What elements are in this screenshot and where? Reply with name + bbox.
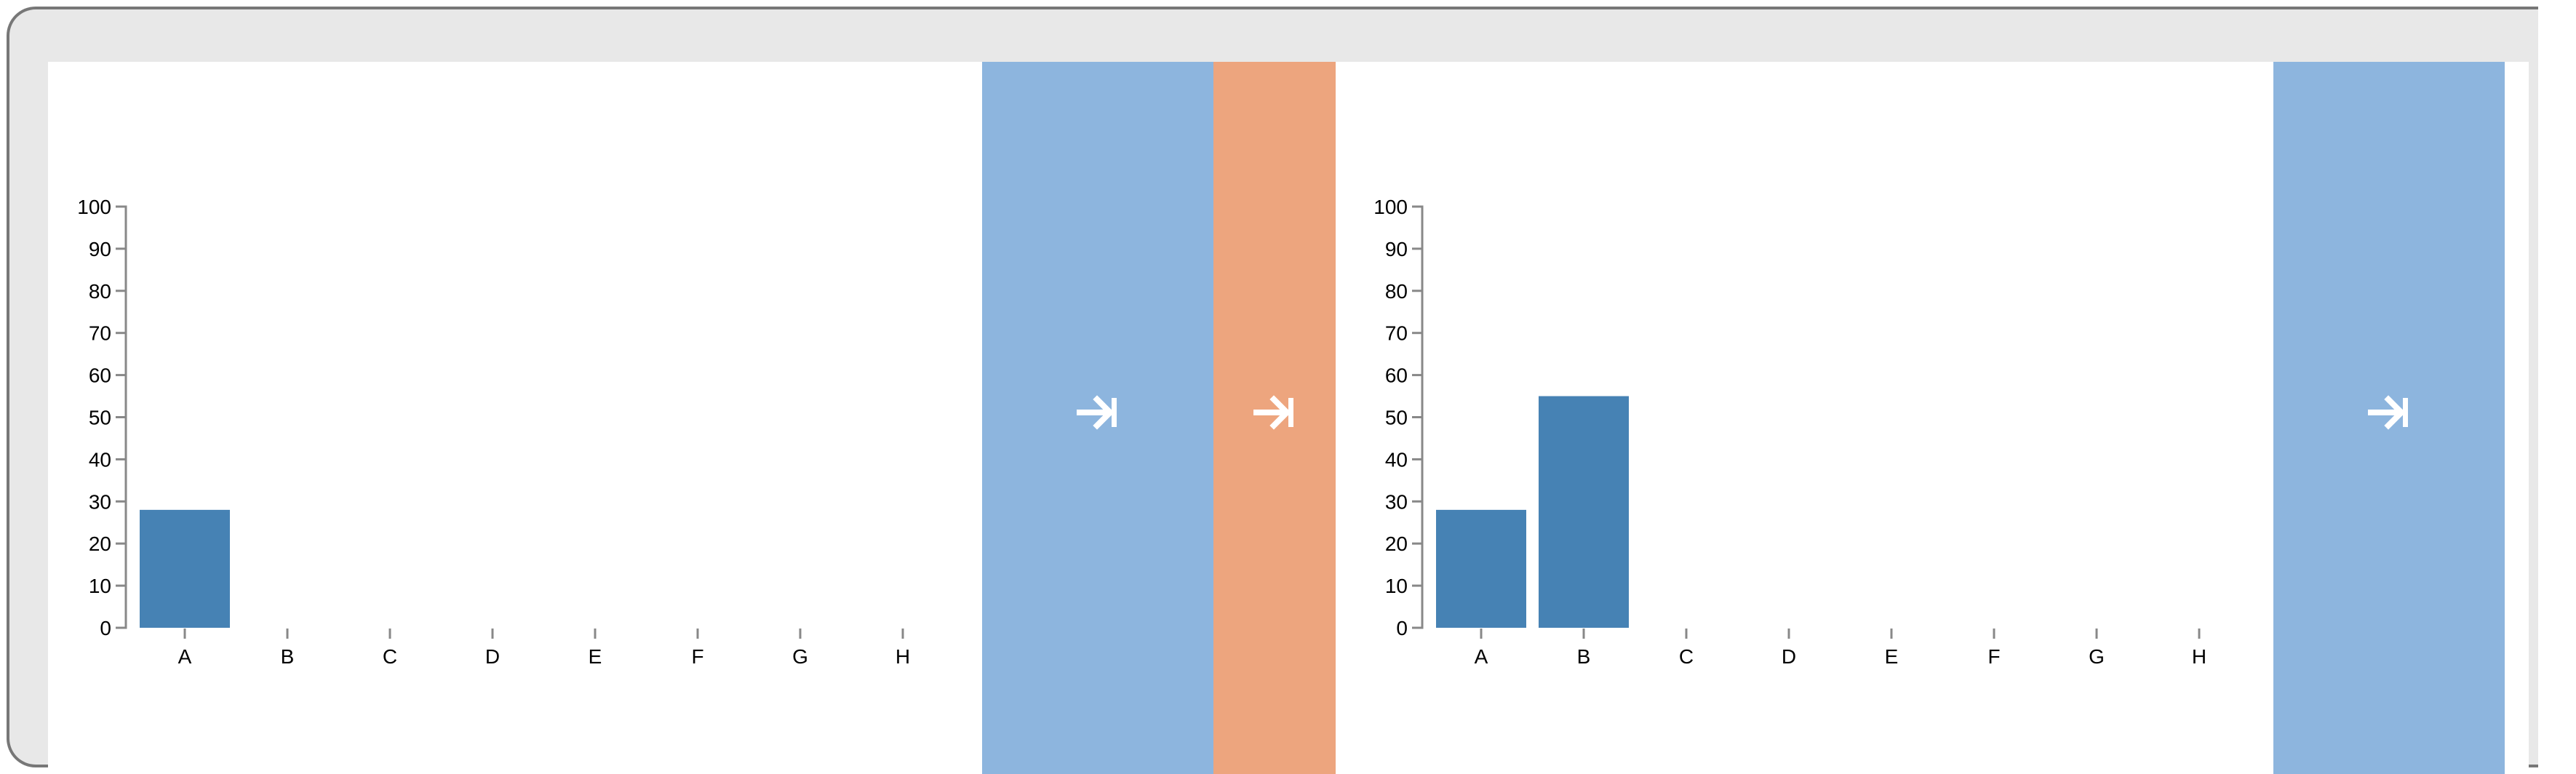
next-button-2[interactable] xyxy=(1213,62,1336,774)
x-tick-label: C xyxy=(1679,645,1694,668)
x-tick-label: G xyxy=(792,645,808,668)
next-button-1[interactable] xyxy=(982,62,1213,774)
y-tick-label: 20 xyxy=(1385,532,1408,555)
y-tick-label: 70 xyxy=(1385,322,1408,345)
x-tick-label: D xyxy=(485,645,500,668)
y-tick-label: 50 xyxy=(89,407,111,429)
x-tick-label: A xyxy=(178,645,192,668)
y-tick-label: 20 xyxy=(89,532,111,555)
arrow-right-to-bar-icon xyxy=(2368,395,2408,430)
x-tick-label: C xyxy=(383,645,397,668)
bar-chart-2: 0 10 20 30 40 50 60 70 80 90 100 A B C D E F G H xyxy=(1373,196,2206,668)
x-tick-label: B xyxy=(1577,645,1591,668)
y-tick-label: 50 xyxy=(1385,407,1408,429)
x-tick-label: H xyxy=(2192,645,2206,668)
y-tick-label: 10 xyxy=(89,575,111,597)
bars xyxy=(1436,396,1629,628)
y-axis: 0 10 20 30 40 50 60 70 80 90 100 xyxy=(1373,196,1424,639)
x-tick-label: E xyxy=(589,645,602,668)
y-tick-label: 40 xyxy=(89,448,111,471)
y-tick-label: 90 xyxy=(1385,238,1408,260)
y-tick-label: 30 xyxy=(1385,490,1408,513)
x-axis: A B C D E F G H xyxy=(1475,629,2206,668)
y-tick-label: 80 xyxy=(1385,280,1408,303)
bar xyxy=(1436,509,1526,628)
y-tick-label: 30 xyxy=(89,490,111,513)
bar xyxy=(140,509,230,628)
x-tick-label: F xyxy=(1987,645,2000,668)
x-tick-label: G xyxy=(2089,645,2105,668)
y-tick-label: 60 xyxy=(1385,364,1408,387)
bar xyxy=(1539,396,1629,628)
x-tick-label: F xyxy=(691,645,703,668)
y-tick-label: 100 xyxy=(1373,196,1408,218)
x-tick-label: E xyxy=(1885,645,1899,668)
y-axis: 0 10 20 30 40 50 60 70 80 90 100 xyxy=(77,196,127,639)
y-tick-label: 90 xyxy=(89,238,111,260)
x-tick-label: B xyxy=(281,645,295,668)
y-tick-label: 0 xyxy=(1396,617,1408,639)
x-tick-label: A xyxy=(1475,645,1488,668)
x-tick-label: D xyxy=(1782,645,1796,668)
y-tick-label: 60 xyxy=(89,364,111,387)
y-tick-label: 0 xyxy=(100,617,111,639)
y-tick-label: 80 xyxy=(89,280,111,303)
bars xyxy=(140,509,230,628)
x-axis: A B C D E F G H xyxy=(178,629,910,668)
y-tick-label: 40 xyxy=(1385,448,1408,471)
y-tick-label: 70 xyxy=(89,322,111,345)
x-tick-label: H xyxy=(896,645,910,668)
arrow-right-to-bar-icon xyxy=(1253,395,1293,430)
arrow-right-to-bar-icon xyxy=(1077,395,1117,430)
y-tick-label: 10 xyxy=(1385,575,1408,597)
next-button-3[interactable] xyxy=(2273,62,2505,774)
bar-chart-1: 0 10 20 30 40 50 60 70 80 90 100 A B C D E F G H xyxy=(77,196,910,668)
y-tick-label: 100 xyxy=(77,196,111,218)
